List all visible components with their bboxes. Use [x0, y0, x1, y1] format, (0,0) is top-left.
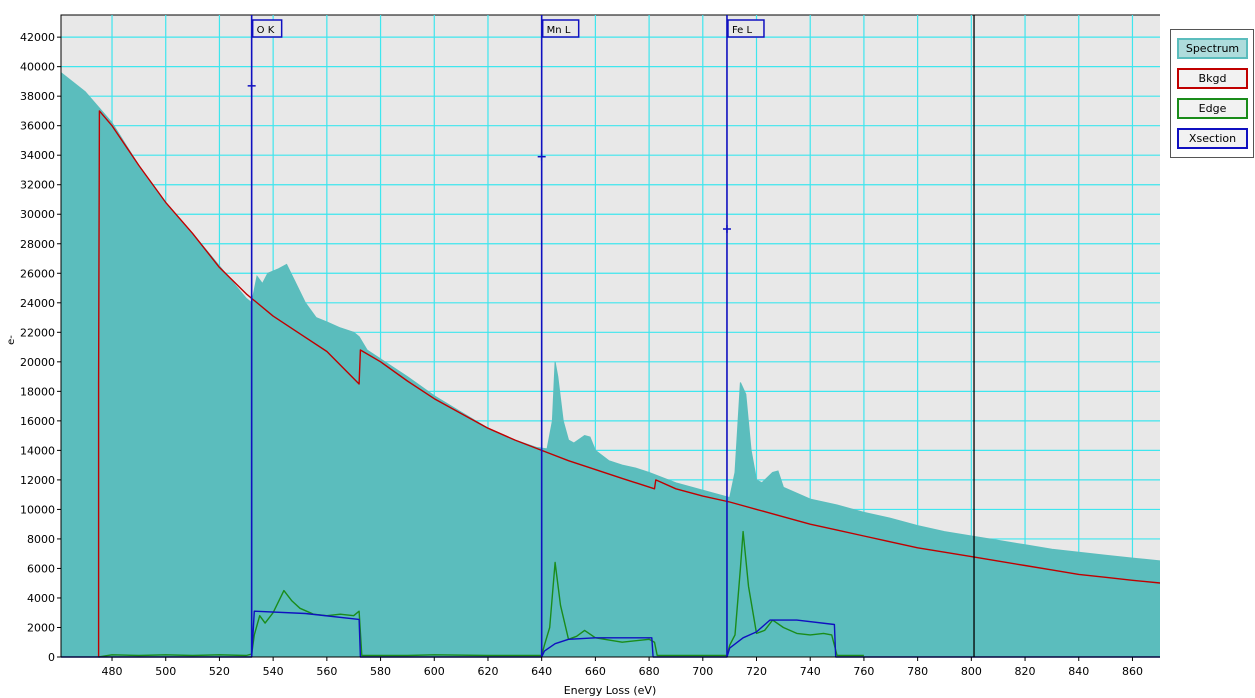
- y-tick-label: 26000: [20, 267, 55, 280]
- x-tick-label: 700: [692, 665, 713, 678]
- y-tick-label: 14000: [20, 444, 55, 457]
- edge-label: O K: [257, 25, 275, 36]
- x-tick-label: 760: [853, 665, 874, 678]
- series-bkgd: [97, 110, 1160, 657]
- edge-marker-mn-l[interactable]: Mn L: [537, 15, 580, 657]
- x-tick-label: 560: [316, 665, 337, 678]
- x-tick-label: 580: [370, 665, 391, 678]
- x-tick-label: 600: [424, 665, 445, 678]
- legend-item-xsection[interactable]: Xsection: [1177, 128, 1248, 149]
- y-tick-label: 4000: [27, 592, 55, 605]
- x-tick-label: 620: [477, 665, 498, 678]
- y-tick-label: 38000: [20, 90, 55, 103]
- eels-spectrum-chart[interactable]: O K Mn L Fe L 480 500 520 540 560 580 600 620 640 6…: [0, 0, 1160, 698]
- legend: Spectrum Bkgd Edge Xsection: [1170, 29, 1254, 158]
- x-axis-label: Energy Loss (eV): [564, 684, 657, 697]
- y-axis-label: e-: [6, 335, 17, 345]
- y-tick-label: 16000: [20, 415, 55, 428]
- y-tick-label: 22000: [20, 326, 55, 339]
- y-tick-label: 36000: [20, 120, 55, 133]
- x-tick-label: 480: [102, 665, 123, 678]
- legend-item-bkgd[interactable]: Bkgd: [1177, 68, 1248, 89]
- edge-marker-o-k[interactable]: O K: [247, 15, 283, 657]
- y-tick-label: 18000: [20, 385, 55, 398]
- series-spectrum: [60, 71, 1160, 658]
- series-edge: [98, 530, 864, 658]
- x-tick-label: 720: [746, 665, 767, 678]
- x-axis-ticks: 480 500 520 540 560 580 600 620 640 660 680 700 720 7…: [102, 657, 1143, 678]
- y-tick-label: 34000: [20, 149, 55, 162]
- edge-label: Mn L: [547, 25, 571, 36]
- x-tick-label: 540: [263, 665, 284, 678]
- spectrum-series: [60, 71, 1160, 658]
- edge-label-box[interactable]: [251, 19, 283, 38]
- x-tick-label: 500: [155, 665, 176, 678]
- y-tick-label: 6000: [27, 562, 55, 575]
- edge-label-box[interactable]: [727, 19, 765, 38]
- overlay-series: [61, 110, 1160, 658]
- x-tick-label: 840: [1068, 665, 1089, 678]
- x-tick-label: 800: [961, 665, 982, 678]
- x-tick-label: 780: [907, 665, 928, 678]
- y-tick-label: 8000: [27, 533, 55, 546]
- x-tick-label: 740: [800, 665, 821, 678]
- edge-markers[interactable]: O K Mn L Fe L: [247, 15, 765, 657]
- x-tick-label: 860: [1122, 665, 1143, 678]
- x-tick-label: 680: [639, 665, 660, 678]
- y-tick-label: 0: [48, 651, 55, 664]
- y-tick-label: 28000: [20, 238, 55, 251]
- x-tick-label: 520: [209, 665, 230, 678]
- y-tick-label: 32000: [20, 179, 55, 192]
- edge-marker-fe-l[interactable]: Fe L: [722, 15, 765, 657]
- x-tick-label: 660: [585, 665, 606, 678]
- y-axis-ticks: 0 2000 4000 6000 8000 10000 12000 14000 16000 180…: [20, 31, 61, 664]
- y-tick-label: 40000: [20, 61, 55, 74]
- y-tick-label: 12000: [20, 474, 55, 487]
- y-tick-label: 20000: [20, 356, 55, 369]
- x-tick-label: 820: [1015, 665, 1036, 678]
- y-tick-label: 24000: [20, 297, 55, 310]
- edge-label: Fe L: [732, 25, 753, 36]
- y-tick-label: 30000: [20, 208, 55, 221]
- legend-item-edge[interactable]: Edge: [1177, 98, 1248, 119]
- y-tick-label: 10000: [20, 503, 55, 516]
- x-tick-label: 640: [531, 665, 552, 678]
- edge-label-box[interactable]: [541, 19, 580, 38]
- series-xsection: [61, 610, 1160, 658]
- y-tick-label: 42000: [20, 31, 55, 44]
- y-tick-label: 2000: [27, 621, 55, 634]
- legend-item-spectrum[interactable]: Spectrum: [1177, 38, 1248, 59]
